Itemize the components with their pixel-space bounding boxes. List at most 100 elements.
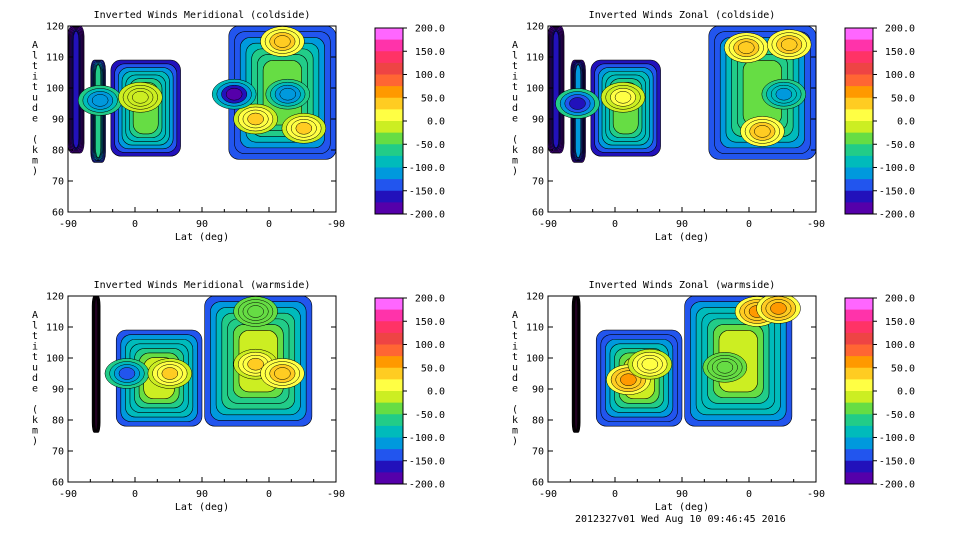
x-tick-label: 0 <box>266 219 272 230</box>
colorbar-tick-label: -100.0 <box>879 433 915 444</box>
y-tick-label: 60 <box>52 208 64 219</box>
y-tick-label: 70 <box>532 177 544 188</box>
contour-feature <box>274 35 291 48</box>
colorbar-swatch <box>845 379 873 392</box>
colorbar-swatch <box>845 121 873 134</box>
colorbar-swatch <box>845 86 873 99</box>
y-axis-label-char: t <box>32 352 38 363</box>
colorbar-swatch <box>375 62 403 75</box>
colorbar-tick-label: 50.0 <box>891 93 915 104</box>
chart-title: Inverted Winds Meridional (warmside) <box>94 280 311 291</box>
contour-band <box>552 30 560 149</box>
colorbar-swatch <box>845 28 873 41</box>
x-tick-label: 90 <box>196 489 208 500</box>
chart-panel-2: 60 70 80 90 100 110 120 -90 0 90 0 -90 Inverted Wind… <box>512 10 915 243</box>
x-tick-label: -90 <box>59 219 77 230</box>
contour-feature <box>614 91 632 104</box>
colorbar-swatch <box>375 190 403 203</box>
contour-feature <box>569 97 586 110</box>
colorbar-tick-label: -150.0 <box>409 186 445 197</box>
colorbar: 200.0 150.0 100.0 50.0 0.0 -50.0 -100.0 -150.0 -… <box>844 294 915 491</box>
y-axis-label-char: ) <box>512 166 518 177</box>
y-axis-label-char: u <box>32 93 38 104</box>
y-tick-label: 120 <box>46 292 64 303</box>
colorbar-tick-label: -100.0 <box>409 433 445 444</box>
colorbar-swatch <box>375 425 403 438</box>
colorbar-swatch <box>845 414 873 427</box>
colorbar-swatch <box>375 414 403 427</box>
contour-feature <box>274 367 291 380</box>
y-tick-label: 80 <box>532 416 544 427</box>
x-tick-label: 0 <box>612 489 618 500</box>
y-axis-label-char: u <box>32 363 38 374</box>
plot-area <box>548 26 816 163</box>
y-axis-label-char: l <box>32 321 38 332</box>
colorbar-swatch <box>375 28 403 41</box>
y-tick-label: 60 <box>532 208 544 219</box>
colorbar-swatch <box>845 309 873 322</box>
x-tick-label: 90 <box>676 219 688 230</box>
y-axis-label-char: t <box>512 82 518 93</box>
colorbar-swatch <box>845 321 873 334</box>
x-tick-label: 0 <box>746 489 752 500</box>
x-axis-label: Lat (deg) <box>655 502 709 513</box>
footer-timestamp: 2012327v01 Wed Aug 10 09:46:45 2016 <box>575 514 786 525</box>
colorbar-swatch <box>375 86 403 99</box>
contour-feature <box>641 357 659 371</box>
colorbar: 200.0 150.0 100.0 50.0 0.0 -50.0 -100.0 -150.0 -… <box>374 294 445 491</box>
y-axis-label-char: m <box>512 426 518 437</box>
colorbar-swatch <box>375 437 403 450</box>
colorbar-swatch <box>845 356 873 369</box>
colorbar-tick-label: 0.0 <box>897 387 915 398</box>
chart-title: Inverted Winds Zonal (warmside) <box>589 280 776 291</box>
colorbar-swatch <box>845 132 873 145</box>
colorbar-swatch <box>375 51 403 64</box>
y-axis-label-char: A <box>512 40 518 51</box>
y-tick-label: 100 <box>46 84 64 95</box>
colorbar-swatch <box>845 460 873 473</box>
colorbar-tick-label: -200.0 <box>409 480 445 491</box>
x-axis-label: Lat (deg) <box>655 232 709 243</box>
colorbar-swatch <box>845 298 873 311</box>
x-tick-label: -90 <box>327 489 345 500</box>
colorbar-swatch <box>375 391 403 404</box>
y-axis-label-char: ( <box>32 135 38 146</box>
y-axis-label-char: m <box>512 156 518 167</box>
y-axis-label-char: i <box>32 342 38 353</box>
y-axis-label-char: t <box>32 331 38 342</box>
colorbar-tick-label: 100.0 <box>415 340 445 351</box>
y-axis-label-char: e <box>512 384 518 395</box>
y-axis-label-char: t <box>32 82 38 93</box>
colorbar-tick-label: 0.0 <box>427 387 445 398</box>
y-axis-label-char: k <box>512 415 518 426</box>
colorbar-swatch <box>845 332 873 345</box>
x-tick-label: 90 <box>676 489 688 500</box>
y-tick-label: 90 <box>532 115 544 126</box>
y-tick-label: 80 <box>52 146 64 157</box>
x-tick-label: -90 <box>807 219 825 230</box>
colorbar-swatch <box>845 97 873 110</box>
chart-panel-3: 60 70 80 90 100 110 120 -90 0 90 0 -90 Inverted Wind… <box>32 280 445 513</box>
colorbar-tick-label: -50.0 <box>415 140 445 151</box>
y-axis-label-char: d <box>512 373 518 384</box>
x-tick-label: 0 <box>266 489 272 500</box>
colorbar-swatch <box>845 190 873 203</box>
y-axis-label-char: ( <box>32 405 38 416</box>
x-tick-label: -90 <box>539 219 557 230</box>
colorbar-tick-label: 100.0 <box>885 340 915 351</box>
y-axis-label-char: ( <box>512 405 518 416</box>
y-axis-label-char: d <box>32 373 38 384</box>
colorbar-swatch <box>375 144 403 157</box>
y-tick-label: 120 <box>526 292 544 303</box>
y-tick-label: 120 <box>526 22 544 33</box>
y-axis-label-char: t <box>512 352 518 363</box>
colorbar-swatch <box>375 367 403 380</box>
y-tick-label: 110 <box>526 323 544 334</box>
contour-feature <box>738 41 755 54</box>
y-axis-label-char: m <box>32 426 38 437</box>
contour-feature <box>775 87 793 101</box>
contour-feature <box>247 305 264 318</box>
y-axis-label-char: A <box>512 310 518 321</box>
colorbar-tick-label: 50.0 <box>891 363 915 374</box>
contour-feature <box>716 361 734 374</box>
